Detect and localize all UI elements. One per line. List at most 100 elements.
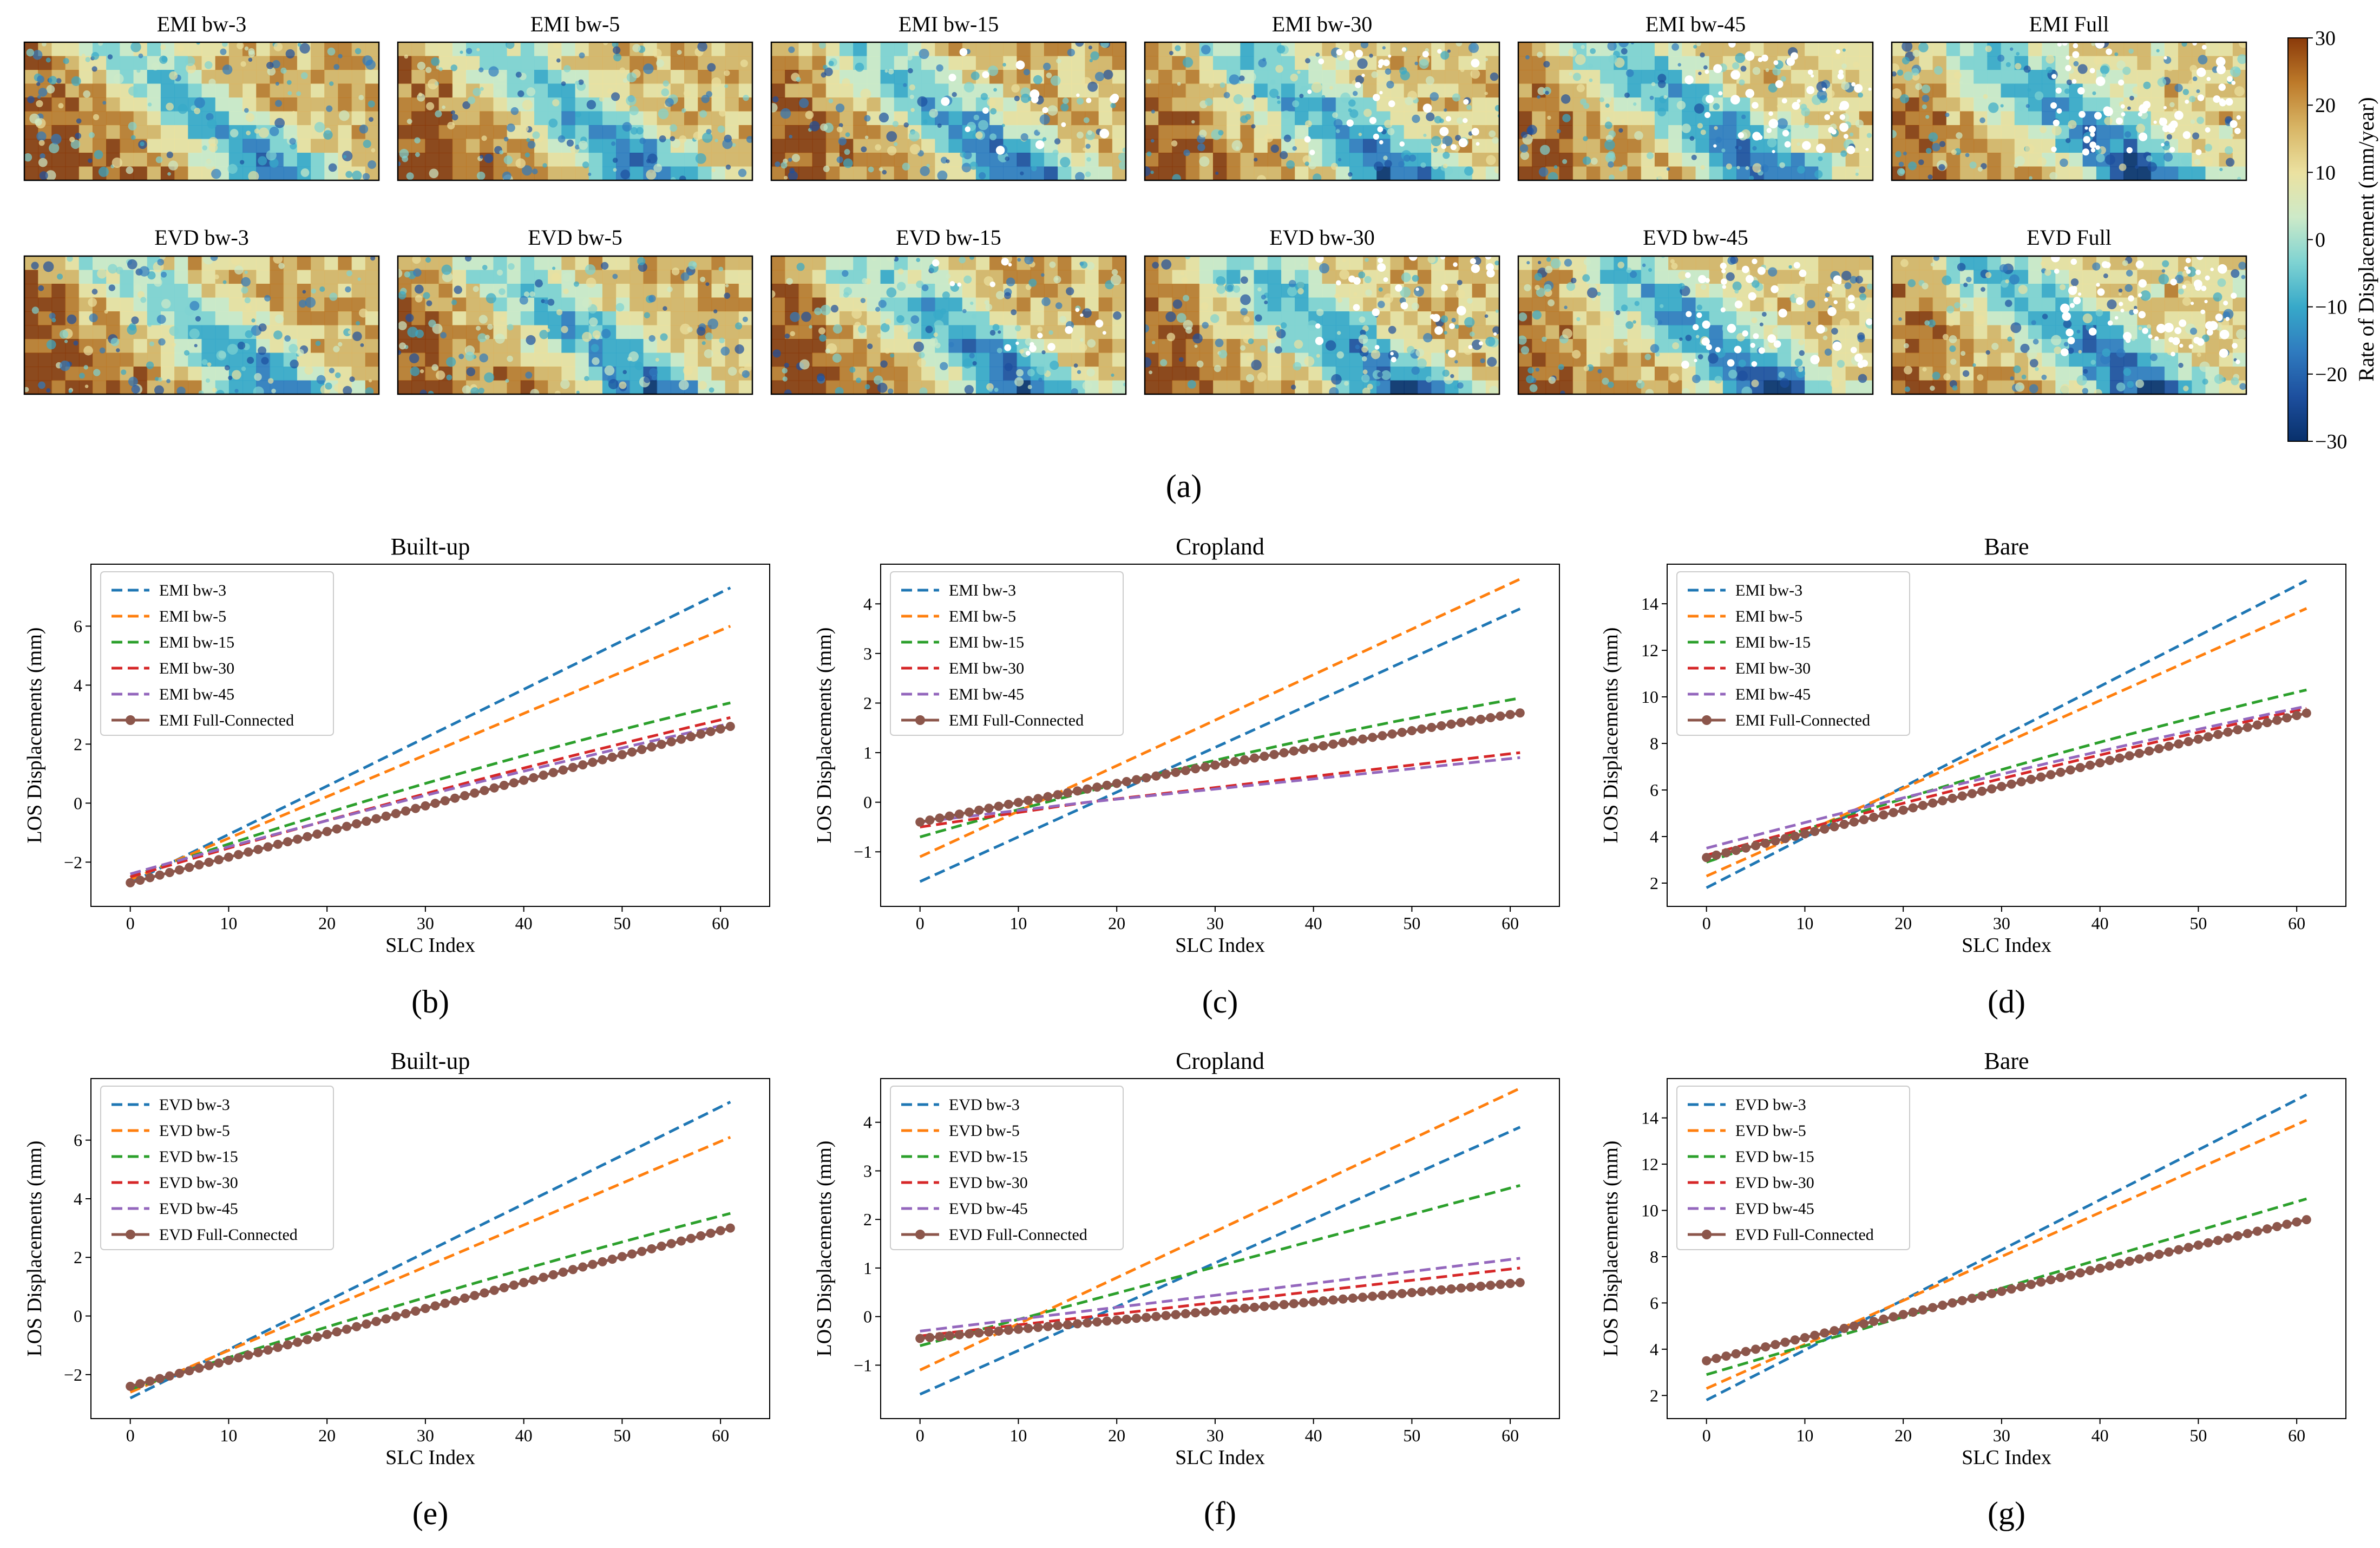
series-marker	[1043, 792, 1053, 801]
series-marker	[578, 1262, 588, 1272]
series-marker	[1869, 1317, 1879, 1327]
y-tick-label: 2	[863, 693, 872, 713]
y-tick-label: 8	[1650, 1247, 1658, 1266]
series-marker	[2213, 729, 2223, 739]
legend-label: EVD bw-3	[1735, 1096, 1806, 1114]
x-tick-label: 50	[1403, 1426, 1420, 1445]
map-title: EMI bw-30	[1272, 12, 1373, 36]
series-marker	[607, 1255, 617, 1264]
axes-frame	[1667, 564, 2346, 907]
series-marker	[1967, 1294, 1977, 1303]
series-marker	[1319, 1296, 1328, 1306]
series-marker	[126, 878, 135, 887]
map-frame	[1891, 41, 2247, 181]
series-marker	[1505, 1278, 1515, 1288]
series-marker	[2066, 1270, 2075, 1280]
legend-label: EMI bw-3	[949, 582, 1016, 599]
axes-frame	[880, 1078, 1560, 1419]
legend-marker	[1702, 1230, 1712, 1239]
series-marker	[1230, 1304, 1240, 1314]
series-marker	[362, 817, 371, 826]
series-marker	[617, 1252, 627, 1262]
line-chart: Built-up 0 10 20 30 40 50 60 −2 0 2 4 6 SLC Index LOS …	[23, 1048, 770, 1531]
y-tick-label: 10	[1641, 1201, 1658, 1220]
series-marker	[686, 1233, 696, 1243]
legend-label: EVD bw-45	[159, 1200, 238, 1218]
displacement-maps: EMI bw-3 EMI bw-5 EMI bw-15 EMI bw-30 EMI bw…	[23, 12, 2247, 395]
y-tick-label: 3	[863, 1161, 872, 1180]
series-marker	[1957, 1296, 1967, 1305]
legend-label: EVD Full-Connected	[1735, 1226, 1874, 1244]
series-marker	[1898, 1310, 1908, 1320]
series-marker	[2016, 1282, 2026, 1291]
series-marker	[2036, 1277, 2046, 1287]
series-marker	[440, 796, 450, 806]
series-marker	[342, 821, 352, 831]
series-marker	[2282, 713, 2292, 723]
series-marker	[1928, 1303, 1938, 1312]
series-line-bw30	[1706, 707, 2307, 857]
series-marker	[499, 781, 509, 791]
legend-label: EMI bw-30	[159, 659, 234, 677]
map-title: EMI Full	[2029, 12, 2109, 36]
series-marker	[283, 837, 292, 847]
x-tick-label: 40	[2091, 1426, 2109, 1445]
series-marker	[194, 860, 204, 870]
series-marker	[2174, 1245, 2184, 1255]
y-tick-label: −1	[854, 842, 872, 861]
series-marker	[1210, 760, 1220, 770]
map-frame	[1517, 41, 1874, 181]
map-title: EVD Full	[2027, 225, 2112, 250]
series-marker	[725, 722, 735, 731]
series-marker	[965, 807, 974, 817]
series-marker	[214, 855, 224, 865]
series-marker	[519, 775, 529, 785]
map-image	[1518, 256, 1873, 394]
series-marker	[1004, 800, 1013, 809]
series-marker	[1279, 748, 1289, 757]
map-title: EMI bw-5	[530, 12, 620, 36]
map-title: EMI bw-45	[1645, 12, 1746, 36]
series-marker	[1102, 780, 1112, 790]
series-line-bw5	[129, 625, 731, 881]
series-marker	[1741, 843, 1750, 853]
series-marker	[1839, 820, 1849, 829]
series-marker	[381, 811, 391, 821]
series-marker	[1142, 773, 1151, 783]
series-marker	[1230, 757, 1240, 767]
series-marker	[1466, 1282, 1476, 1292]
series-marker	[657, 740, 666, 749]
map-image	[1892, 42, 2246, 180]
series-marker	[2272, 715, 2282, 725]
series-marker	[1220, 759, 1230, 768]
series-marker	[1053, 1321, 1063, 1330]
series-marker	[175, 1368, 185, 1378]
legend-label: EVD bw-15	[949, 1148, 1028, 1166]
series-marker	[450, 793, 460, 803]
series-marker	[1790, 1335, 1800, 1345]
legend-box	[1676, 571, 1910, 736]
series-marker	[696, 729, 706, 739]
series-marker	[2085, 1266, 2095, 1276]
series-marker	[2007, 779, 2016, 789]
line-chart: Bare 0 10 20 30 40 50 60 2 4 6 8 10 12 14 SLC Index LOS …	[1599, 533, 2346, 1020]
axes-frame	[90, 564, 770, 907]
map-image	[1145, 256, 1499, 394]
legend-label: EMI bw-45	[159, 685, 234, 703]
series-marker	[519, 1278, 529, 1288]
line-chart: Bare 0 10 20 30 40 50 60 2 4 6 8 10 12 14 SLC Index LOS …	[1599, 1048, 2346, 1531]
series-marker	[1761, 838, 1771, 848]
x-tick-label: 30	[417, 913, 434, 933]
x-tick-label: 60	[1502, 1426, 1519, 1445]
legend-label: EVD bw-30	[949, 1174, 1028, 1192]
legend-label: EVD bw-3	[949, 1096, 1020, 1114]
x-tick-label: 50	[2189, 913, 2207, 933]
series-marker	[716, 724, 725, 734]
series-marker	[1328, 1295, 1338, 1305]
series-marker	[1515, 708, 1525, 718]
series-marker	[696, 1231, 706, 1240]
legend-marker	[126, 1230, 135, 1239]
series-marker	[1358, 734, 1368, 744]
x-tick-label: 40	[515, 913, 533, 933]
legend-label: EMI Full-Connected	[1735, 711, 1870, 729]
